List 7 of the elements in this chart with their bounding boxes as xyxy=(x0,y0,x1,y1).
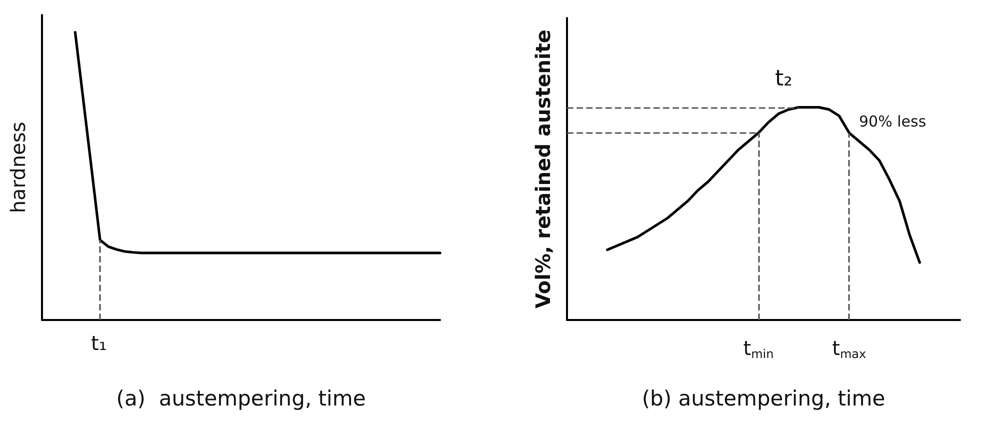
text: t₂ xyxy=(775,66,792,92)
y-axis-title: Vol%, retained austenite xyxy=(531,30,555,308)
y-axis-title: hardness xyxy=(6,122,30,214)
x-axis-title: (a) austempering, time xyxy=(116,386,366,410)
x-axis-title: (b) austempering, time xyxy=(642,386,886,410)
text: t₁ xyxy=(91,331,107,355)
annotation: 90% less xyxy=(859,112,926,130)
